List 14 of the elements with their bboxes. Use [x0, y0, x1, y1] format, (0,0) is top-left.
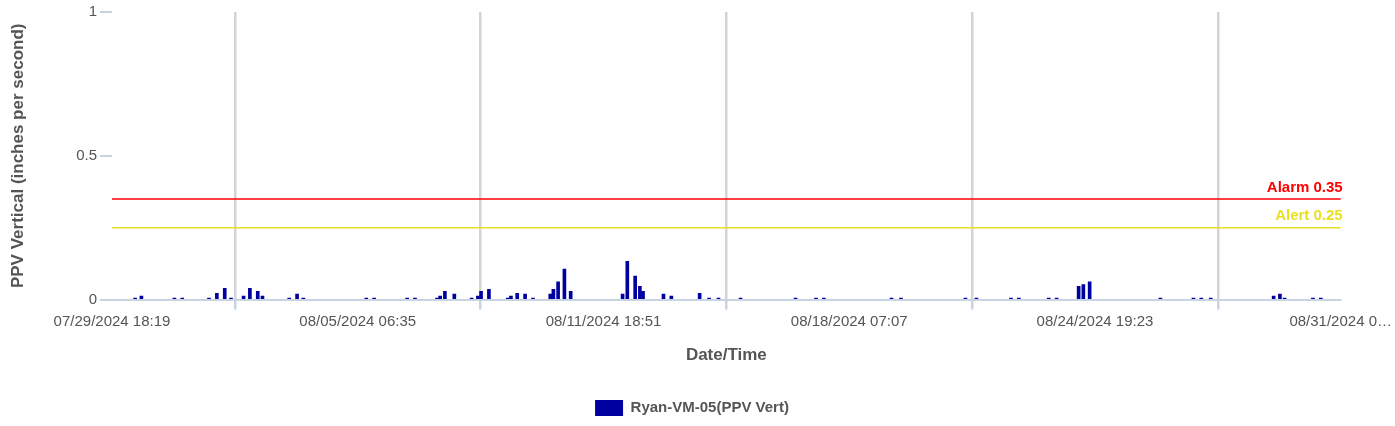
x-tick-label: 07/29/2024 18:19	[53, 311, 171, 329]
ref-line-label: Alarm 0.35	[1266, 177, 1343, 195]
y-axis-title: PPV Vertical (inches per second)	[7, 23, 27, 289]
x-axis-title: Date/Time	[685, 345, 767, 365]
y-tick-label: 0.5	[76, 145, 97, 163]
y-tick-label: 0	[88, 289, 97, 307]
x-tick-label: 08/24/2024 19:23	[1036, 311, 1154, 329]
legend-label: Ryan-VM-05(PPV Vert)	[630, 398, 789, 416]
x-tick-label: 08/31/2024 0…	[1289, 311, 1393, 329]
y-tick-label: 1	[88, 2, 97, 20]
x-tick-label: 08/11/2024 18:51	[545, 311, 662, 329]
x-tick-label: 08/05/2024 06:35	[299, 311, 417, 329]
ref-line-label: Alert 0.25	[1275, 206, 1343, 224]
x-tick-label: 08/18/2024 07:07	[790, 311, 908, 329]
